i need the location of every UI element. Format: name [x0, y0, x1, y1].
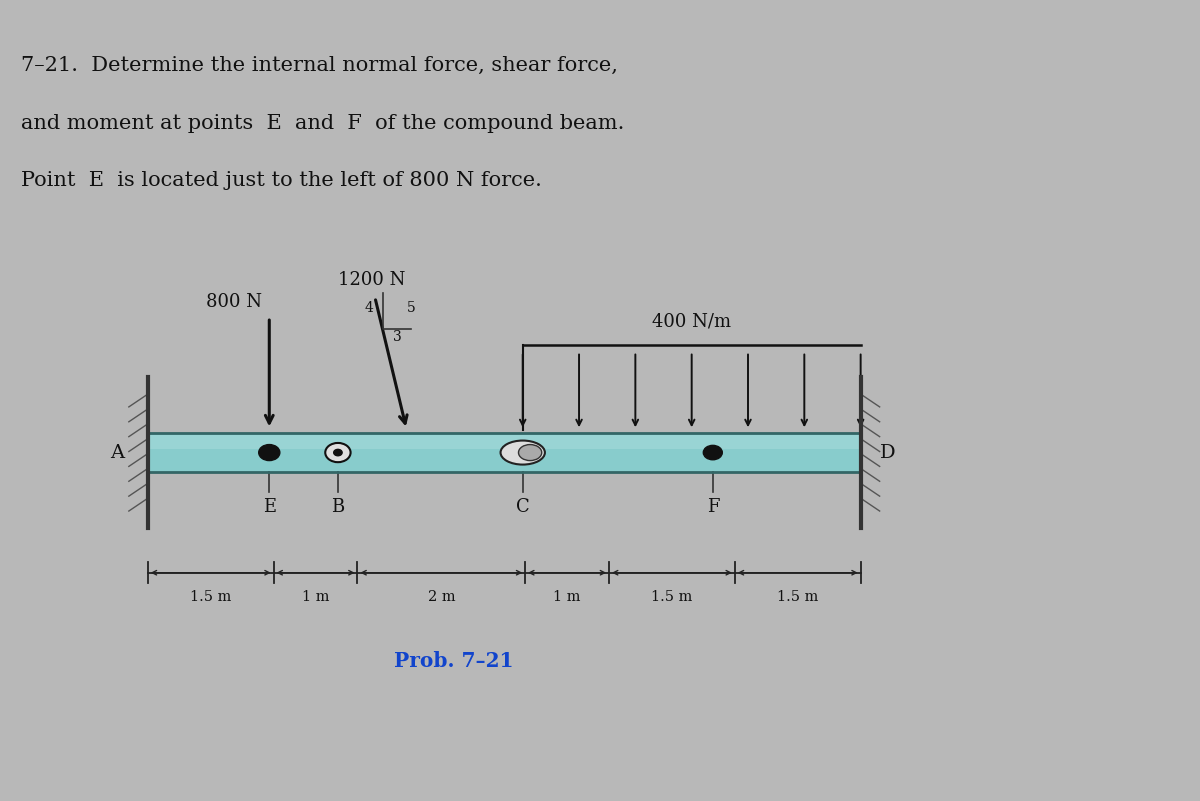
Text: 1.5 m: 1.5 m	[190, 590, 232, 604]
Circle shape	[325, 443, 350, 462]
Text: 1 m: 1 m	[553, 590, 581, 604]
Text: D: D	[880, 444, 895, 461]
Circle shape	[703, 445, 722, 460]
Bar	[148, 433, 860, 472]
Text: Prob. 7–21: Prob. 7–21	[395, 651, 514, 670]
Text: 1200 N: 1200 N	[338, 272, 406, 289]
Text: E: E	[263, 498, 276, 516]
Text: B: B	[331, 498, 344, 516]
Text: 5: 5	[407, 300, 415, 315]
Text: 3: 3	[392, 330, 402, 344]
Bar	[148, 435, 860, 449]
Text: 7–21.  Determine the internal normal force, shear force,: 7–21. Determine the internal normal forc…	[22, 56, 618, 75]
Text: 4: 4	[364, 300, 373, 315]
Text: 800 N: 800 N	[206, 293, 262, 311]
Text: 2 m: 2 m	[427, 590, 455, 604]
Ellipse shape	[500, 441, 545, 465]
Text: 1.5 m: 1.5 m	[778, 590, 818, 604]
Circle shape	[334, 449, 342, 456]
Text: C: C	[516, 498, 529, 516]
Circle shape	[259, 445, 280, 461]
Text: 400 N/m: 400 N/m	[652, 313, 731, 331]
Text: F: F	[707, 498, 719, 516]
Text: Point  E  is located just to the left of 800 N force.: Point E is located just to the left of 8…	[22, 171, 542, 191]
Text: A: A	[110, 444, 125, 461]
Text: 1 m: 1 m	[302, 590, 329, 604]
Text: 1.5 m: 1.5 m	[652, 590, 692, 604]
Text: and moment at points  E  and  F  of the compound beam.: and moment at points E and F of the comp…	[22, 114, 624, 133]
Ellipse shape	[518, 445, 541, 461]
